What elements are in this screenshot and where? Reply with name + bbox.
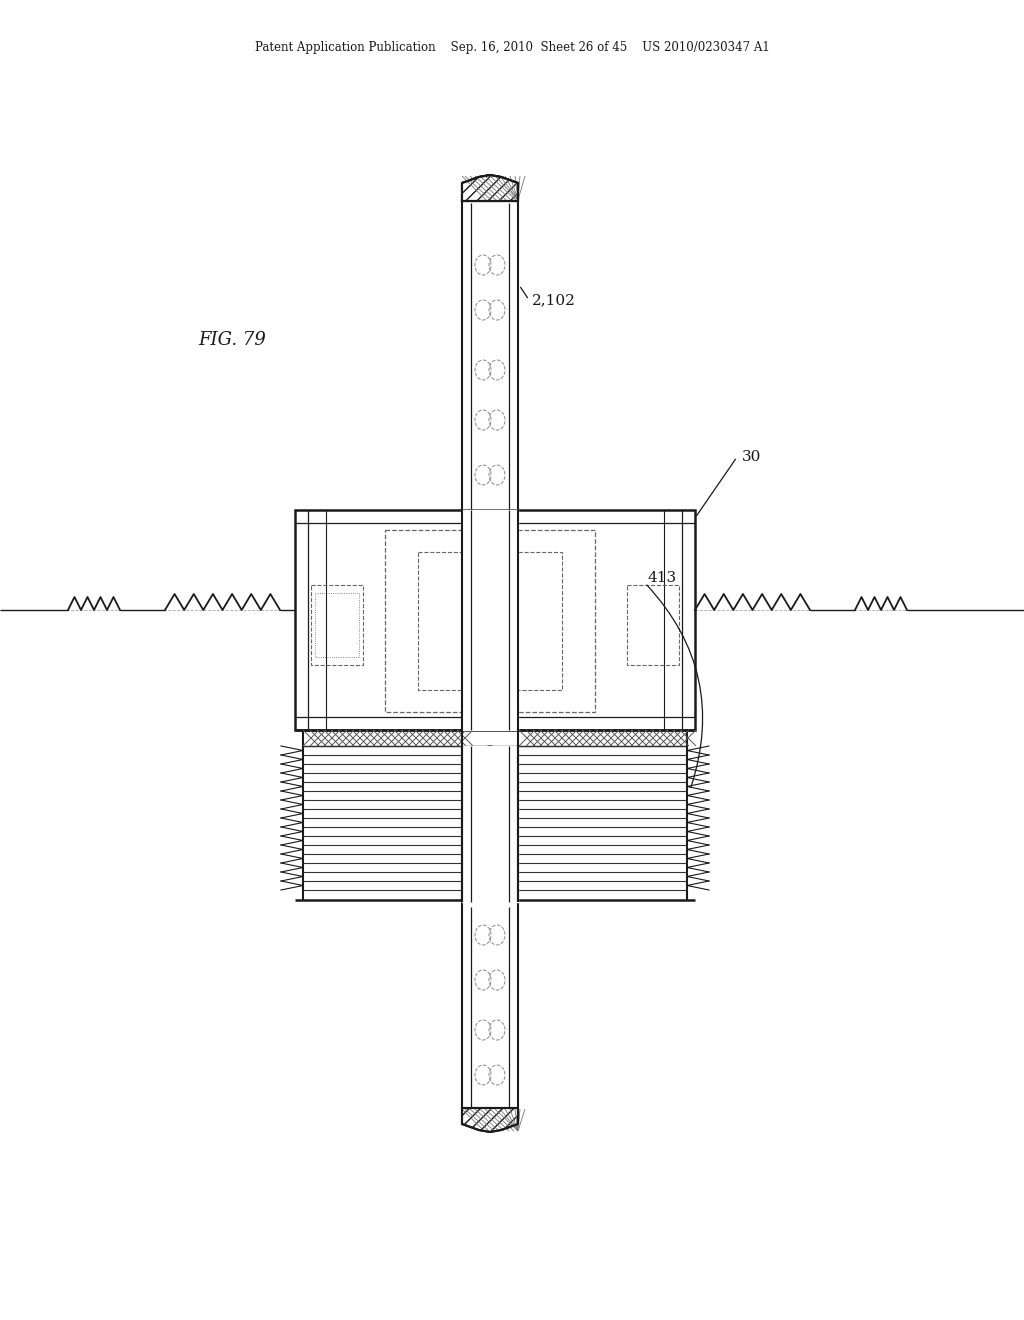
Bar bbox=[315, 593, 359, 657]
Text: 30: 30 bbox=[742, 450, 762, 465]
Text: 2,102: 2,102 bbox=[532, 293, 575, 308]
Bar bbox=[418, 552, 562, 690]
Polygon shape bbox=[462, 1107, 518, 1133]
Bar bbox=[295, 510, 695, 730]
Bar bbox=[311, 585, 362, 665]
Text: FIG. 79: FIG. 79 bbox=[198, 331, 266, 348]
Text: 413: 413 bbox=[648, 572, 677, 585]
Ellipse shape bbox=[482, 746, 498, 766]
Polygon shape bbox=[462, 176, 518, 201]
Bar bbox=[627, 585, 679, 665]
Text: Patent Application Publication    Sep. 16, 2010  Sheet 26 of 45    US 2010/02303: Patent Application Publication Sep. 16, … bbox=[255, 41, 769, 54]
Bar bbox=[385, 531, 595, 711]
